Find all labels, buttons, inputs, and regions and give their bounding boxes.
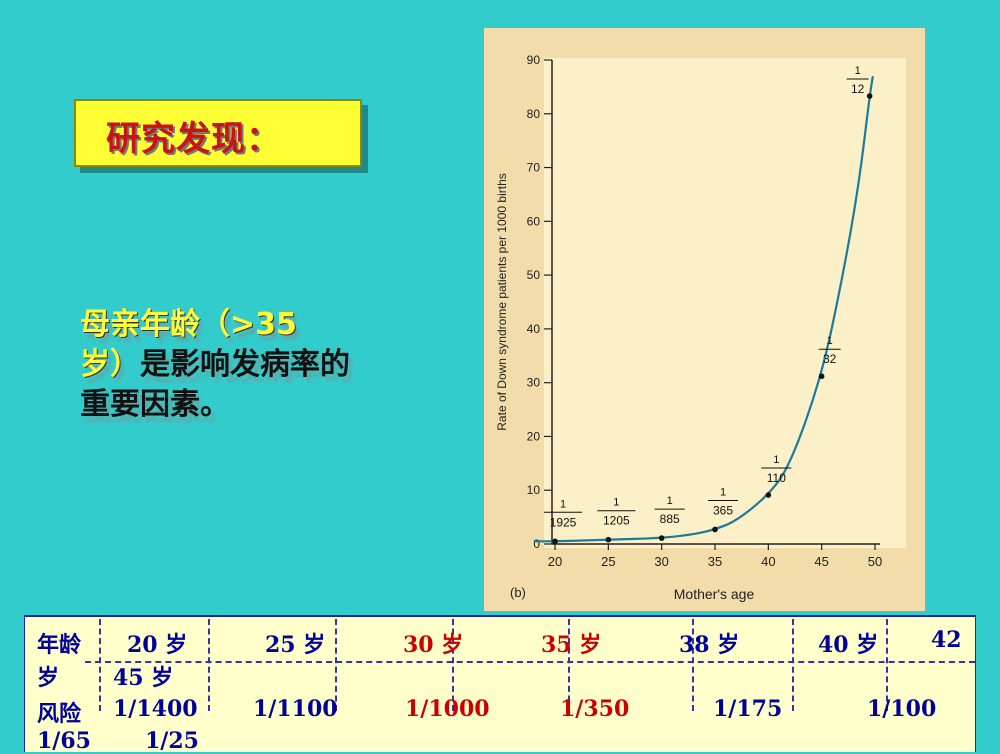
risk-cell: 1/1100 <box>253 696 338 722</box>
age-cell: 42 <box>931 627 962 653</box>
risk-cell: 1/1000 <box>405 696 490 722</box>
fraction-numerator: 1 <box>560 498 566 510</box>
age-cell: 38 岁 <box>679 632 740 658</box>
x-tick-label: 40 <box>761 554 775 569</box>
fraction-denominator: 32 <box>823 352 837 366</box>
y-tick-label: 40 <box>527 322 541 336</box>
risk-cell: 1/100 <box>867 696 937 722</box>
fraction-denominator: 12 <box>851 82 865 96</box>
y-tick-label: 50 <box>527 268 541 282</box>
data-point <box>866 93 873 99</box>
x-tick-label: 20 <box>548 554 562 569</box>
y-tick-label: 80 <box>527 107 541 121</box>
rate-curve <box>533 75 874 543</box>
plot-area <box>544 58 906 548</box>
data-point <box>605 536 612 543</box>
x-tick-label: 45 <box>814 554 828 569</box>
table-header-risk: 风险 <box>37 701 82 727</box>
y-tick-label: 0 <box>533 537 540 551</box>
y-tick-label: 10 <box>527 483 541 497</box>
fraction-numerator: 1 <box>667 495 673 507</box>
data-point <box>552 538 558 545</box>
data-point <box>712 526 718 533</box>
x-tick-label: 50 <box>868 554 882 569</box>
y-tick-label: 60 <box>527 214 541 228</box>
fraction-numerator: 1 <box>613 497 619 509</box>
fraction-numerator: 1 <box>855 65 861 77</box>
data-point <box>818 373 825 380</box>
risk-cell: 1/65 <box>37 728 91 754</box>
y-axis-label: Rate of Down syndrome patients per 1000 … <box>495 173 509 430</box>
fraction-numerator: 1 <box>720 486 726 498</box>
panel-label: (b) <box>510 585 526 600</box>
fraction-numerator: 1 <box>827 335 833 347</box>
heading-title: 研究发现： <box>106 119 281 159</box>
fraction-denominator: 1205 <box>603 514 630 528</box>
y-tick-label: 70 <box>527 161 541 175</box>
y-tick-label: 30 <box>527 376 541 390</box>
age-risk-table: 年龄 20 岁 25 岁 30 岁 35 岁 38 岁 40 岁 42 岁 45… <box>24 615 976 754</box>
age-cell: 25 岁 <box>265 632 326 658</box>
fraction-denominator: 885 <box>660 512 680 526</box>
risk-cell: 1/175 <box>713 696 783 722</box>
finding-highlight-2: >35 <box>230 307 297 342</box>
y-tick-label: 90 <box>527 53 541 67</box>
age-cell-wrap-label: 岁 <box>37 665 60 691</box>
chart-panel: 0 10 20 30 40 50 60 70 80 90 20 25 30 35 40 45 50 1 1925… <box>484 28 925 611</box>
fraction-numerator: 1 <box>773 454 779 466</box>
data-point <box>765 492 772 498</box>
x-axis-label: Mother's age <box>674 586 755 602</box>
fraction-denominator: 365 <box>713 503 733 517</box>
finding-highlight-3: 岁） <box>80 347 140 382</box>
fraction-denominator: 1925 <box>550 515 577 529</box>
finding-line-3: 重要因素。 <box>80 387 230 422</box>
age-cell: 35 岁 <box>541 632 602 658</box>
age-cell: 40 岁 <box>818 632 879 658</box>
x-tick-label: 30 <box>654 554 668 569</box>
finding-text: 母亲年龄（>35 岁）是影响发病率的 重要因素。 <box>80 305 460 425</box>
x-tick-label: 35 <box>708 554 722 569</box>
finding-highlight-1: 母亲年龄（ <box>80 307 230 342</box>
risk-cell: 1/350 <box>560 696 630 722</box>
table-header-age: 年龄 <box>37 632 82 658</box>
x-tick-label: 25 <box>601 554 615 569</box>
age-cell: 30 岁 <box>403 632 464 658</box>
age-cell: 20 岁 <box>127 632 188 658</box>
risk-cell: 1/25 <box>145 728 199 754</box>
down-syndrome-chart: 0 10 20 30 40 50 60 70 80 90 20 25 30 35 40 45 50 1 1925… <box>495 53 906 602</box>
risk-cell: 1/1400 <box>113 696 198 722</box>
data-point <box>658 535 665 541</box>
finding-rest: 是影响发病率的 <box>140 347 350 382</box>
fraction-denominator: 110 <box>767 471 786 485</box>
y-tick-label: 20 <box>527 429 541 443</box>
heading-box: 研究发现： <box>74 99 362 167</box>
age-cell: 45 岁 <box>113 665 174 691</box>
